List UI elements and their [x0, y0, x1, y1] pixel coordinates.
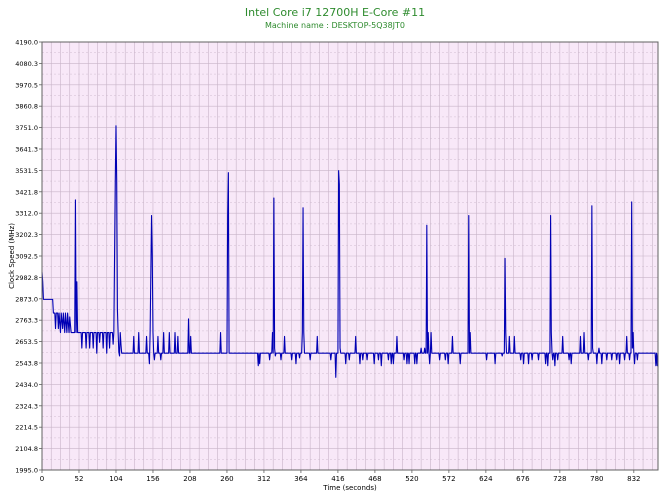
- y-tick-label: 2104.8: [15, 445, 38, 453]
- x-tick-label: 572: [442, 475, 455, 483]
- series-line: [41, 125, 659, 378]
- x-tick-label: 364: [294, 475, 308, 483]
- y-tick-label: 4190.0: [15, 39, 38, 47]
- x-tick-label: 0: [40, 475, 44, 483]
- x-tick-label: 468: [368, 475, 381, 483]
- y-tick-label: 3860.8: [15, 103, 38, 111]
- x-tick-label: 520: [405, 475, 418, 483]
- tick-labels: 0 52 104 156 208 260 312 364 416 468 520 572 624 676 7…: [15, 39, 640, 484]
- y-tick-label: 2214.5: [15, 424, 38, 432]
- chart-title: Intel Core i7 12700H E-Core #11: [244, 6, 426, 19]
- y-tick-label: 3202.3: [15, 231, 38, 239]
- chart-subtitle: Machine name : DESKTOP-5Q38JT0: [264, 21, 406, 30]
- x-tick-label: 416: [331, 475, 345, 483]
- x-tick-label: 728: [553, 475, 566, 483]
- y-tick-label: 4080.3: [15, 60, 38, 68]
- y-axis-label: Clock Speed (MHz): [8, 223, 16, 289]
- x-tick-label: 624: [479, 475, 493, 483]
- y-tick-label: 2543.8: [15, 359, 38, 367]
- x-tick-label: 312: [257, 475, 270, 483]
- y-tick-label: 3092.5: [15, 253, 38, 261]
- y-tick-label: 3970.5: [15, 81, 38, 89]
- x-tick-label: 156: [146, 475, 160, 483]
- y-tick-label: 2653.5: [15, 338, 38, 346]
- y-tick-label: 2763.3: [15, 317, 38, 325]
- x-tick-label: 208: [183, 475, 196, 483]
- y-tick-label: 2982.8: [15, 274, 38, 282]
- y-tick-label: 2434.0: [15, 381, 38, 389]
- x-axis-label: Time (seconds): [322, 484, 377, 492]
- x-tick-label: 780: [590, 475, 603, 483]
- grid-lines: [41, 41, 658, 471]
- x-tick-label: 52: [75, 475, 84, 483]
- x-tick-label: 832: [627, 475, 640, 483]
- y-tick-label: 3641.3: [15, 145, 38, 153]
- x-tick-label: 676: [516, 475, 530, 483]
- y-tick-label: 3421.8: [15, 188, 38, 196]
- y-tick-label: 1995.0: [15, 467, 38, 475]
- series-layer: [41, 125, 659, 378]
- y-tick-label: 2873.0: [15, 295, 38, 303]
- y-tick-label: 3531.5: [15, 167, 38, 175]
- y-tick-label: 3751.0: [15, 124, 38, 132]
- y-tick-label: 3312.0: [15, 210, 38, 218]
- y-tick-label: 2324.3: [15, 402, 38, 410]
- x-tick-label: 104: [109, 475, 123, 483]
- x-tick-label: 260: [220, 475, 233, 483]
